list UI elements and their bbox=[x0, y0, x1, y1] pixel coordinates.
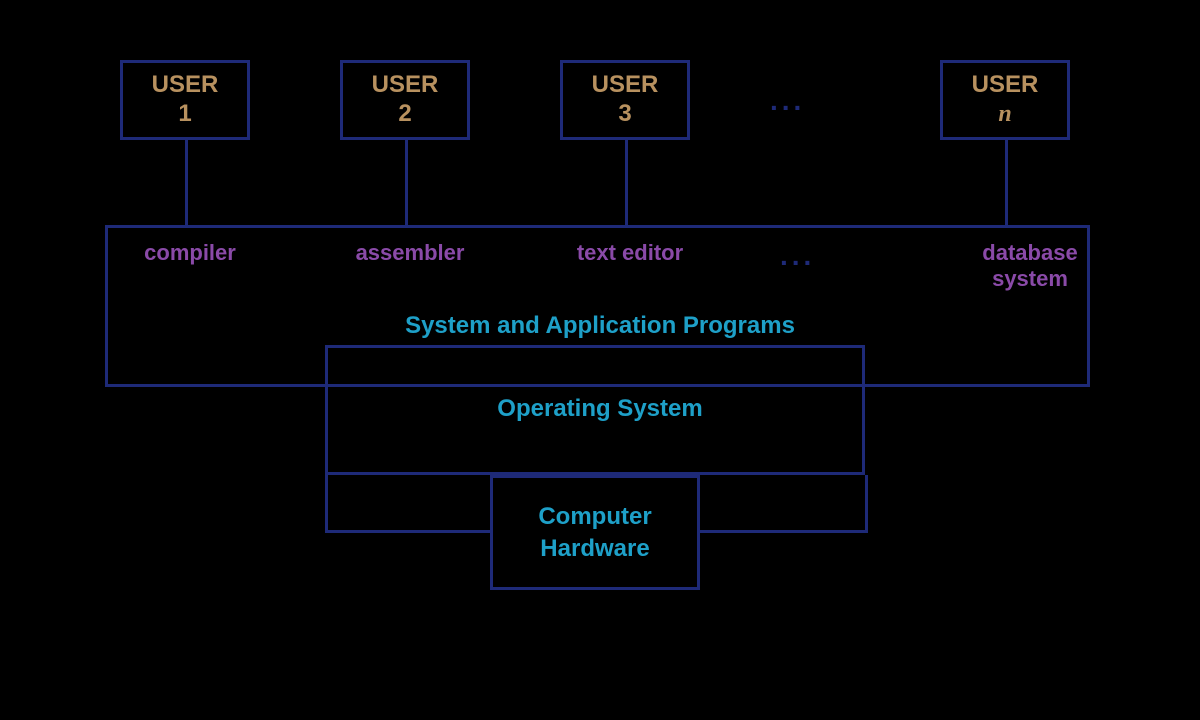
os-connector-h-right bbox=[700, 530, 868, 533]
user-label: USER bbox=[372, 71, 439, 100]
user-box-1: USER1 bbox=[120, 60, 250, 140]
user-connector-2 bbox=[405, 140, 408, 225]
user-number: n bbox=[998, 100, 1011, 129]
user-box-2: USER2 bbox=[340, 60, 470, 140]
user-label: USER bbox=[972, 71, 1039, 100]
program-label-3: database system bbox=[950, 240, 1110, 293]
user-label: USER bbox=[592, 71, 659, 100]
user-connector-3 bbox=[625, 140, 628, 225]
program-label-0: compiler bbox=[120, 240, 260, 266]
programs-title: System and Application Programs bbox=[0, 312, 1200, 340]
hardware-label-1: Computer bbox=[538, 501, 651, 532]
program-label-1: assembler bbox=[330, 240, 490, 266]
os-connector-h-left bbox=[325, 530, 490, 533]
os-connector-right bbox=[865, 475, 868, 530]
programs-ellipsis: ... bbox=[780, 240, 815, 272]
os-connector-left bbox=[325, 475, 328, 530]
os-title: Operating System bbox=[0, 395, 1200, 423]
user-box-3: USER3 bbox=[560, 60, 690, 140]
user-box-4: USERn bbox=[940, 60, 1070, 140]
user-connector-1 bbox=[185, 140, 188, 225]
user-number: 2 bbox=[398, 100, 411, 129]
user-number: 3 bbox=[618, 100, 631, 129]
program-label-2: text editor bbox=[550, 240, 710, 266]
users-ellipsis: ... bbox=[770, 85, 805, 117]
hardware-box: ComputerHardware bbox=[490, 475, 700, 590]
user-connector-4 bbox=[1005, 140, 1008, 225]
user-label: USER bbox=[152, 71, 219, 100]
hardware-label-2: Hardware bbox=[540, 533, 649, 564]
user-number: 1 bbox=[178, 100, 191, 129]
